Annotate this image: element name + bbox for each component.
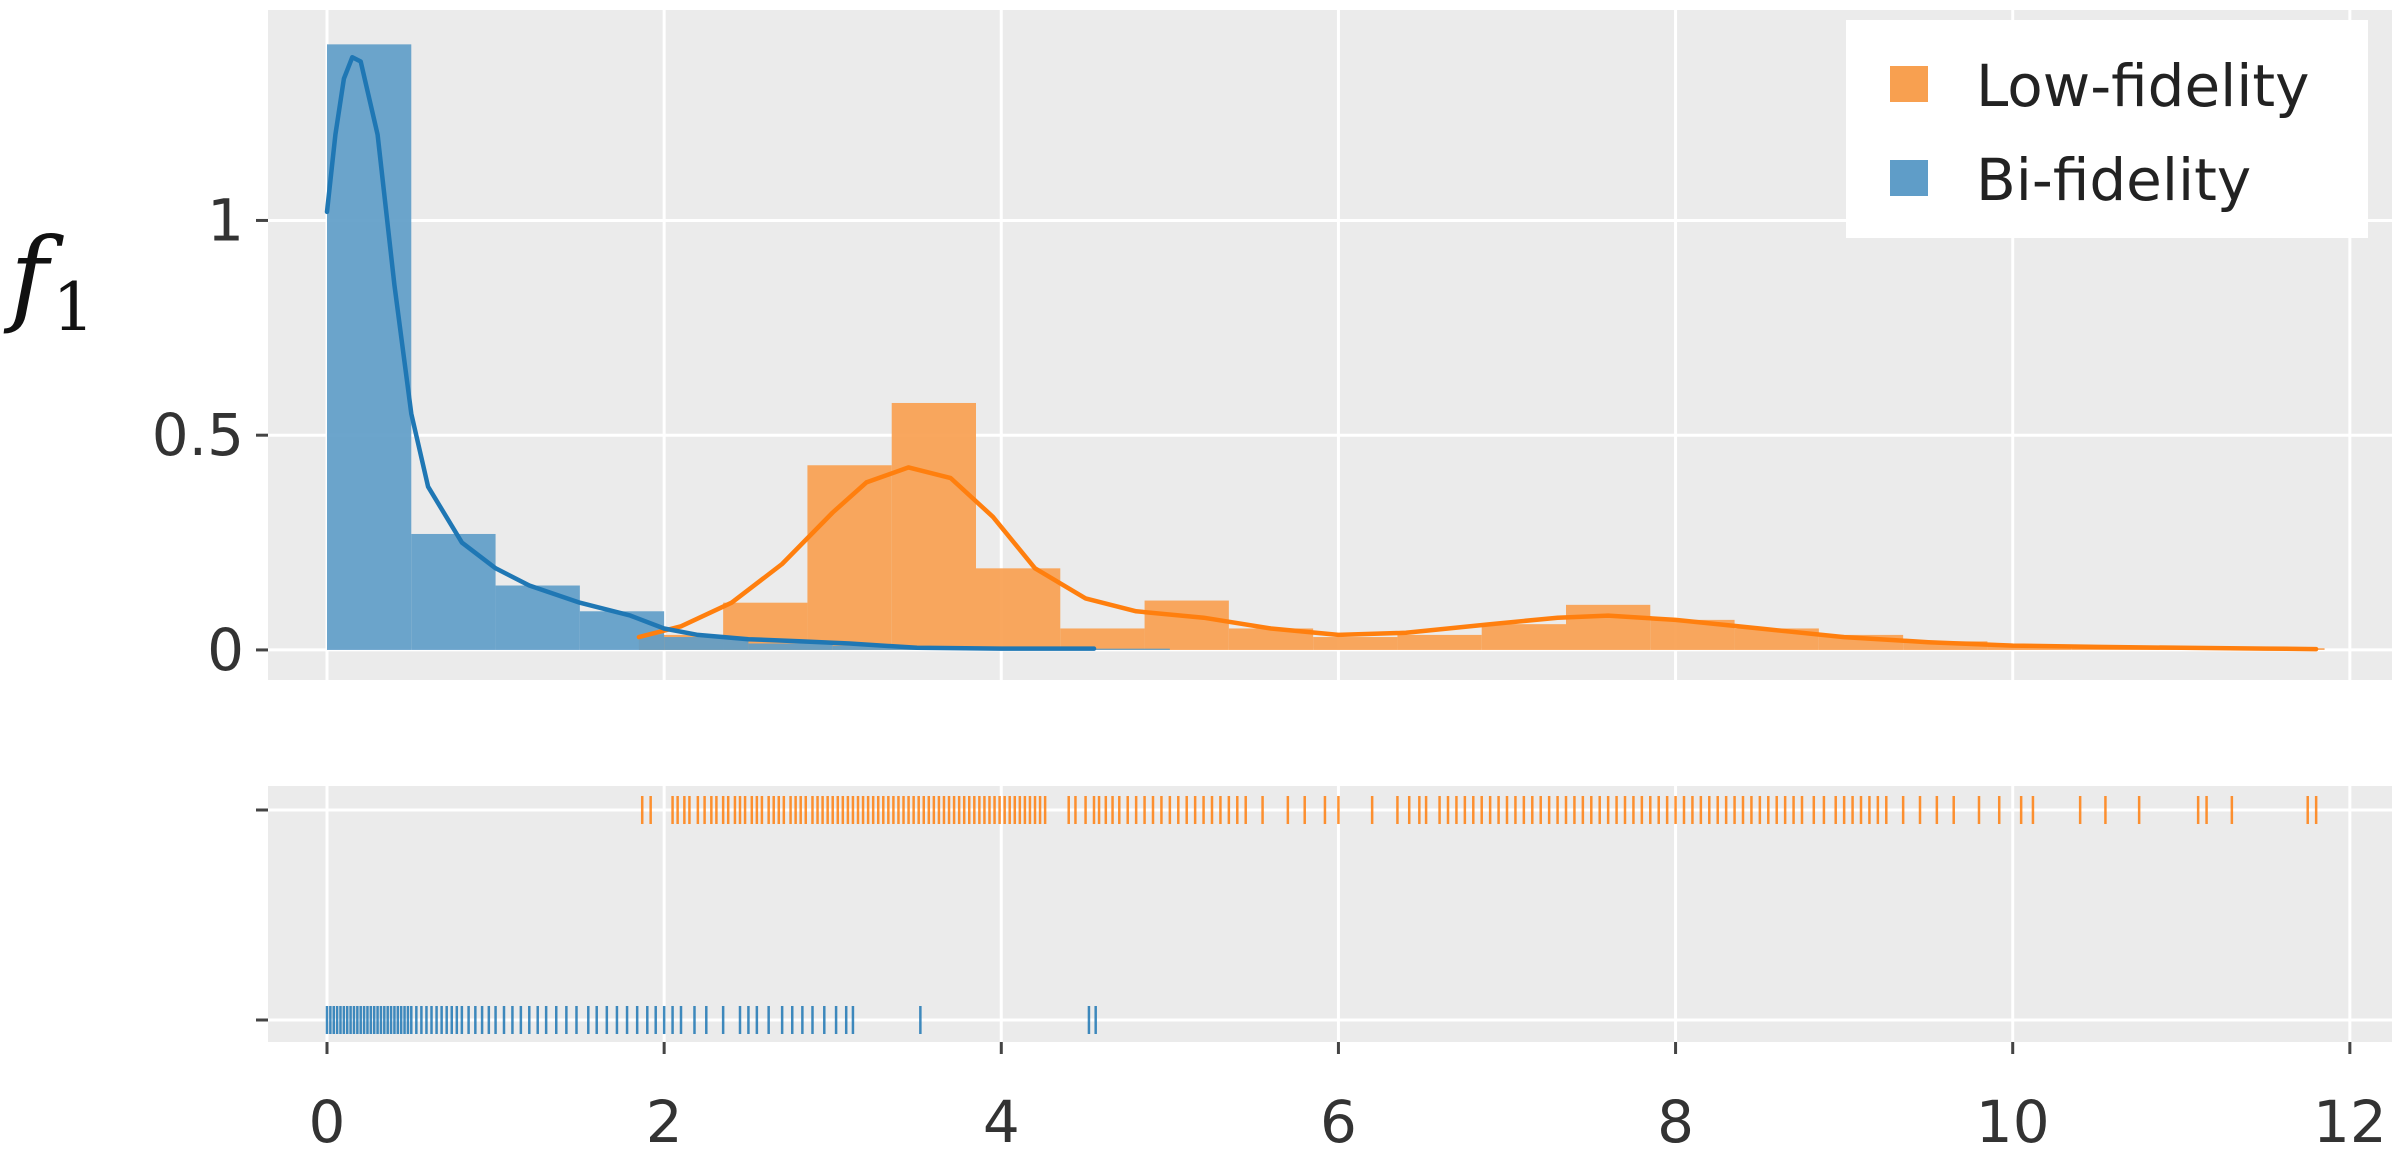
- low-fidelity-kde-line: [636, 465, 2319, 652]
- bi-fidelity-bar-4: [664, 637, 749, 650]
- y-axis-label: f1: [3, 215, 95, 346]
- bi-fidelity-bar-9: [1085, 648, 1170, 650]
- legend-box: [1846, 20, 2368, 238]
- x-tick-label-6: 6: [1320, 1088, 1357, 1156]
- bi-fidelity-bar-1: [411, 533, 496, 650]
- x-tick-label-4: 4: [983, 1088, 1020, 1156]
- low-fidelity-bar-2: [807, 465, 892, 650]
- bi-fidelity-bar-2: [495, 585, 580, 650]
- low-fidelity-bar-9: [1397, 634, 1482, 650]
- legend-swatch-low-fidelity: [1890, 66, 1928, 102]
- bi-fidelity-bar-5: [748, 643, 833, 650]
- x-axis-ticks: 0 2 4 6 8 10 12: [309, 1042, 2387, 1156]
- legend-label-bi-fidelity: Bi-fidelity: [1976, 146, 2251, 214]
- low-fidelity-bar-11: [1566, 604, 1651, 650]
- low-fidelity-bar-5: [1060, 628, 1145, 650]
- low-fidelity-bar-10: [1481, 624, 1566, 650]
- y-tick-label-1: 1: [207, 186, 244, 254]
- x-tick-label-12: 12: [2313, 1088, 2387, 1156]
- y-axis-ticks: 00.51: [152, 186, 268, 684]
- low-fidelity-bar-3: [891, 402, 976, 650]
- low-fidelity-bar-4: [976, 568, 1061, 650]
- x-tick-label-2: 2: [646, 1088, 683, 1156]
- rug-axis-ticks: [256, 808, 268, 1022]
- rug-marks: [325, 796, 2318, 1034]
- bi-fidelity-bar-3: [579, 611, 665, 650]
- histogram-bars: [327, 44, 2325, 650]
- low-fidelity-bar-8: [1313, 637, 1398, 650]
- bi-fidelity-kde-line: [324, 54, 1097, 651]
- legend: Low-fidelity Bi-fidelity: [1846, 20, 2368, 238]
- x-tick-label-8: 8: [1657, 1088, 1694, 1156]
- low-fidelity-bar-7: [1228, 628, 1314, 650]
- low-fidelity-bar-15: [1903, 641, 1988, 650]
- kde-curves: [324, 54, 2319, 652]
- legend-swatch-bi-fidelity: [1890, 160, 1928, 196]
- bi-fidelity-bar-0: [327, 44, 412, 650]
- x-tick-label-10: 10: [1976, 1088, 2050, 1156]
- bi-fidelity-bar-6: [832, 645, 917, 650]
- y-tick-label-0.5: 0.5: [152, 401, 244, 469]
- low-fidelity-bar-6: [1144, 600, 1229, 650]
- y-axis-label-subscript: 1: [53, 269, 95, 346]
- rug-panel-background: [268, 786, 2392, 1042]
- y-tick-label-0: 0: [207, 616, 244, 684]
- x-tick-label-0: 0: [309, 1088, 346, 1156]
- legend-label-low-fidelity: Low-fidelity: [1976, 52, 2309, 120]
